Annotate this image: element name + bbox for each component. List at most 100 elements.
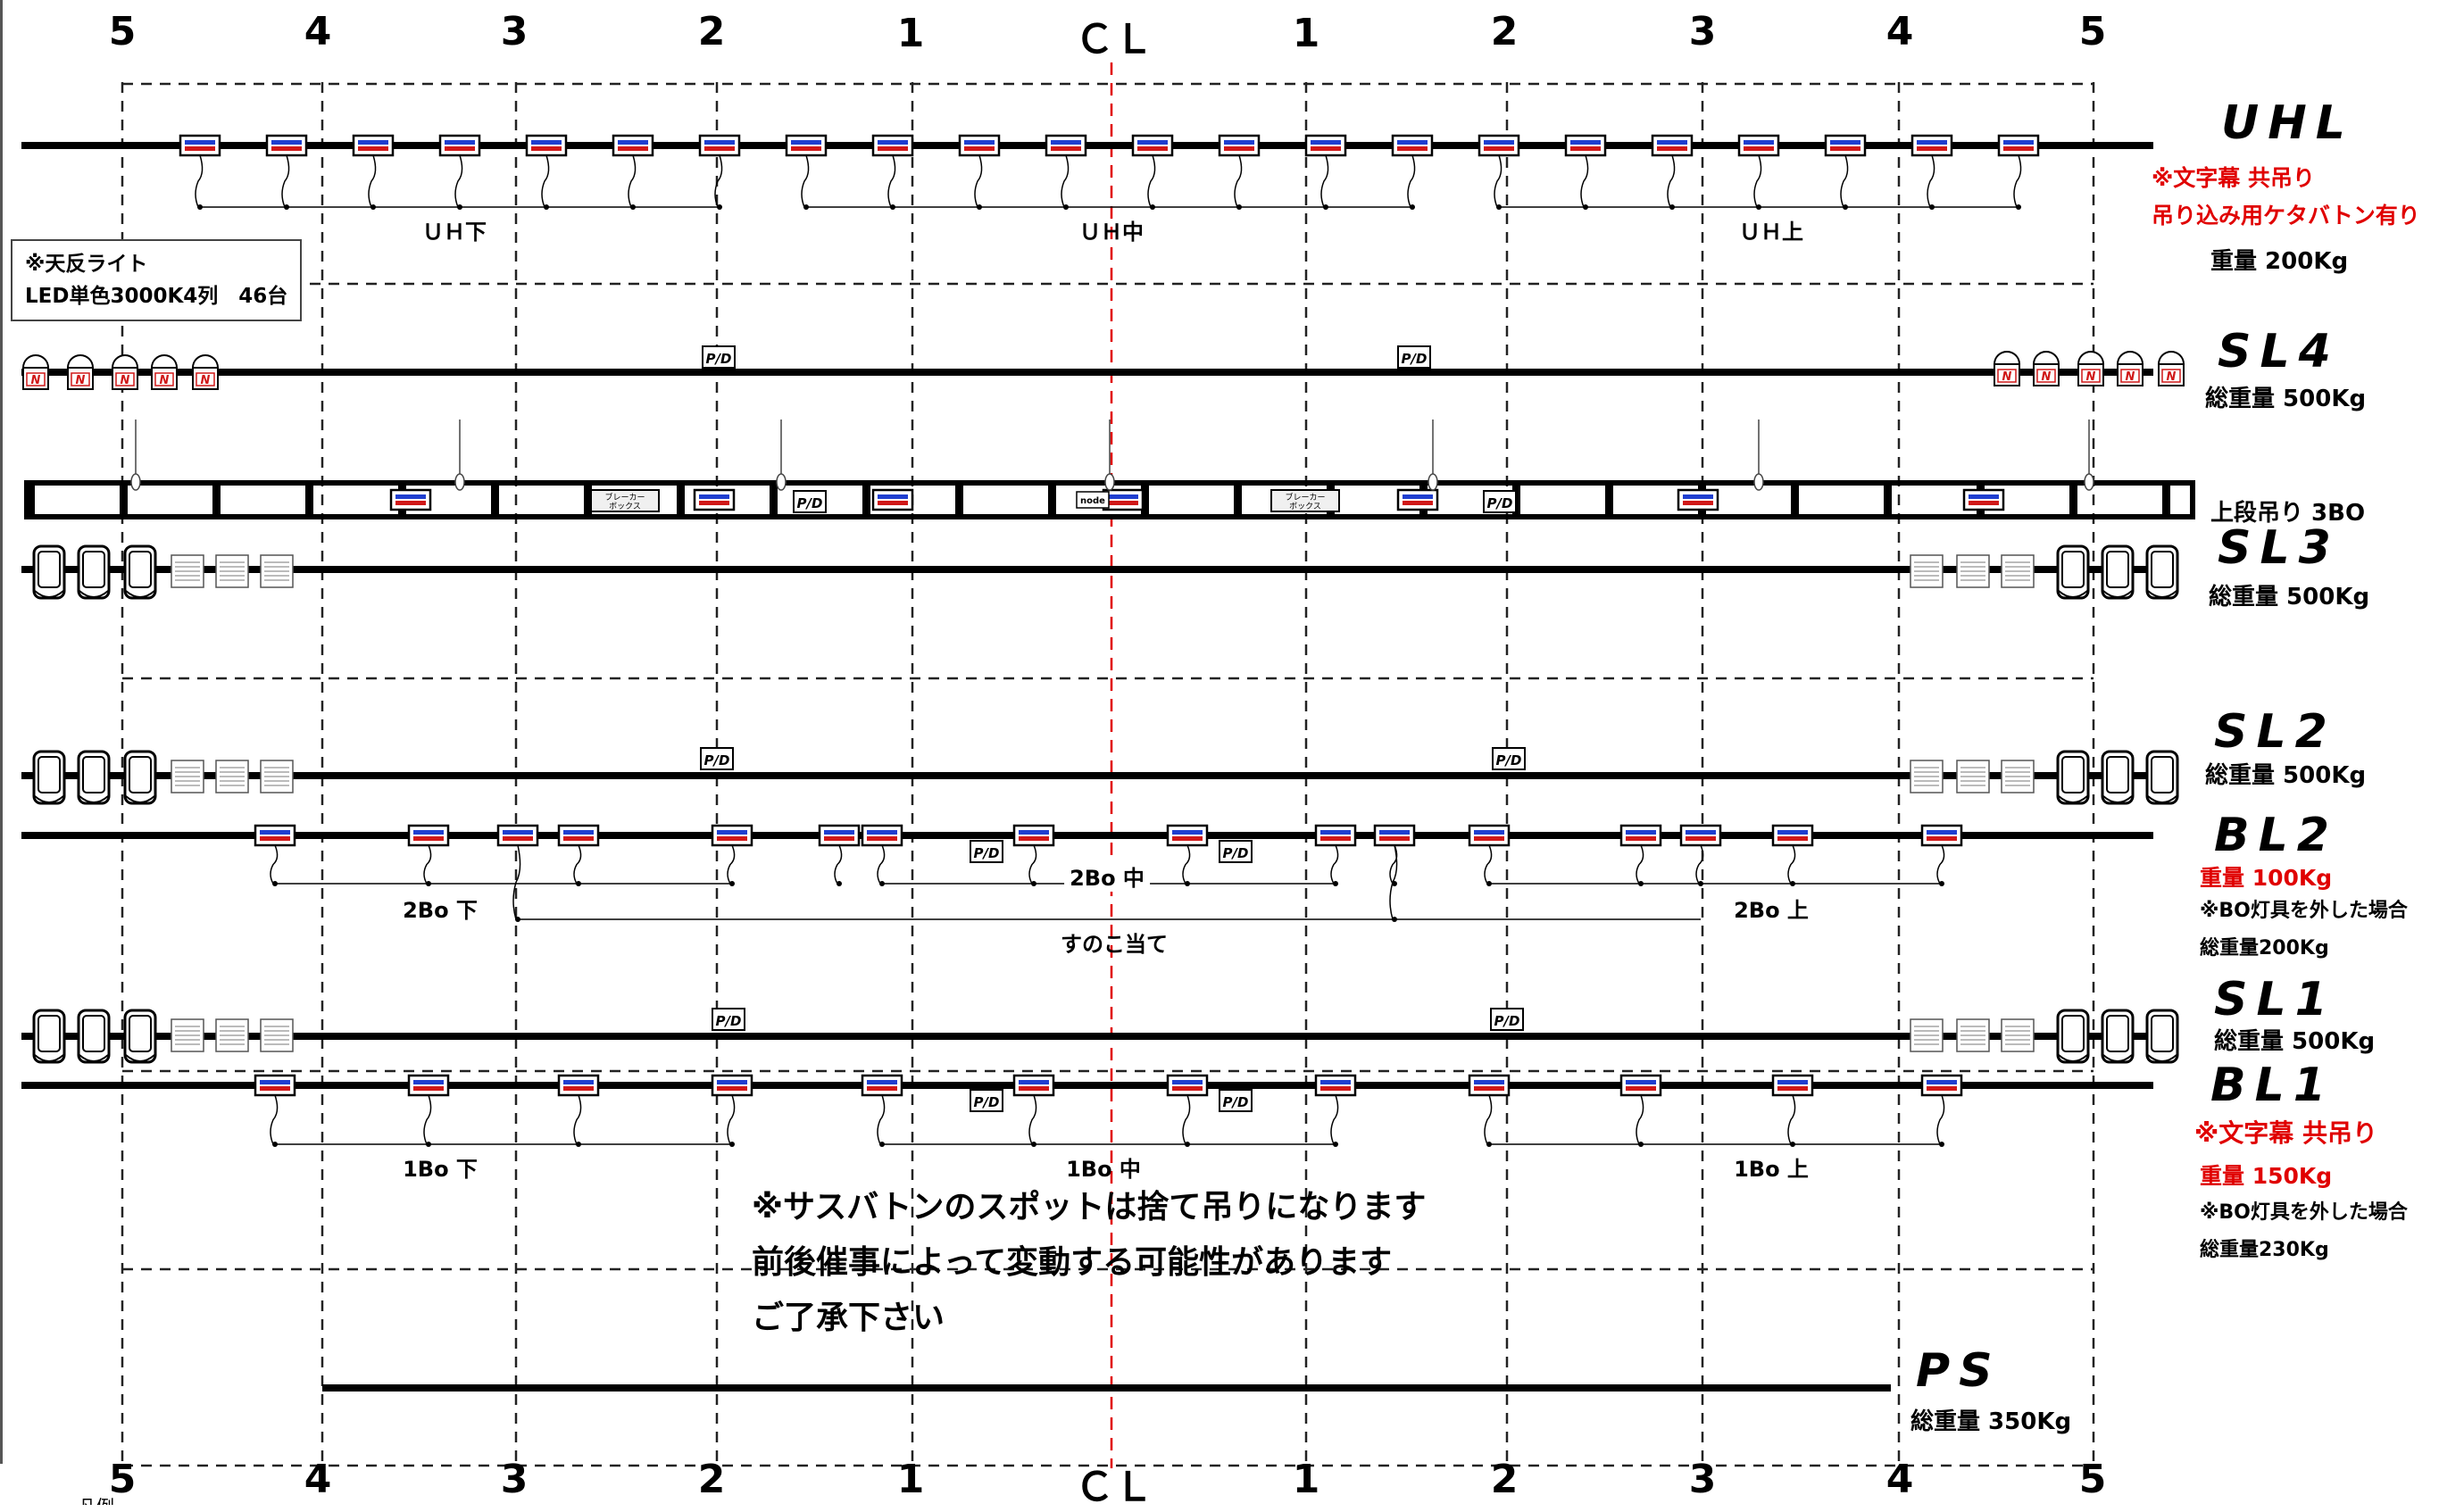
bl1-fixture-4-body [861,1074,903,1097]
uhl-fixture-7-body [785,134,828,157]
bl1-group-lower: 1Bo 下 [403,1157,478,1182]
uhl-cable-10 [1061,154,1070,208]
sl1-big-right-2 [2145,1009,2179,1064]
upper-fixture-5-body [1677,488,1719,511]
sl4-cyc-right-1-badge [2036,369,2056,383]
uhl-fixture-19-body [1824,134,1867,157]
bl2-fixture-0-blue [260,830,290,835]
uhl-fixture-2 [352,134,395,157]
uhl-weight: 重量 200Kg [2210,248,2349,275]
sl4-cyc-right-4: N [2157,351,2185,386]
sl3-weight: 総重量 500Kg [2209,584,2370,611]
ps-weight: 総重量 350Kg [1910,1408,2072,1435]
bl2-fixture-0-red [260,836,290,841]
upper-ladder-rung [120,483,128,517]
sl1-big-left-1-yoke [79,1054,109,1062]
upper-fixture-4 [1396,488,1439,511]
upper-ladder-rung [955,483,963,517]
bl2-fixture-14-blue [1777,830,1808,835]
bl2-fixture-6-red [867,836,897,841]
uhl-fixture-21 [1997,134,2040,157]
uhl-cable-12 [1234,154,1243,208]
upper-shackle-6 [2084,473,2094,491]
bl1-fixture-10-blue [1777,1080,1808,1084]
sl1-big-left-0-yoke [34,1054,64,1062]
sl1-big-right-2-yoke [2147,1054,2177,1062]
upper-ladder-rung [1048,483,1056,517]
uhl-fixture-11-body [1131,134,1174,157]
bl2-cable-sunoko-right-dot [1392,917,1397,922]
uhl-fixture-10-body [1045,134,1087,157]
sl4-cyc-left-3: N [150,354,179,390]
bl1-cable-3 [727,1094,736,1145]
upper-fixture-0-body [389,488,432,511]
sl1-pd-2-box [1490,1008,1524,1031]
uhl-fixture-1-red [271,146,302,151]
bl2-fixture-11-body [1468,824,1511,847]
bl1-fixture-7-red [1320,1086,1351,1091]
bl2-fixture-10-body [1373,824,1416,847]
uhl-fixture-12-red [1224,146,1254,151]
sl4-cyc-right-2-badge [2081,369,2101,383]
sl3-name: SL3 [2218,521,2340,575]
bl2-fixture-4-blue [717,830,747,835]
sl3-big-right-1 [2101,544,2135,600]
sl2-big-left-0-yoke [34,795,64,803]
bl1-pd-2: P/D [1219,1089,1253,1112]
upper-fixture-5-red [1683,501,1713,505]
ceiling-note-line2: LED単色3000K4列 46台 [25,285,288,308]
uhl-fixture-5-red [618,146,648,151]
uhl-fixture-17-body [1651,134,1694,157]
bl2-fixture-3 [557,824,600,847]
sl1-big-right-2-inner [2151,1015,2174,1052]
upper-fixture-4-body [1396,488,1439,511]
uhl-fixture-7-blue [791,140,821,145]
bl1-fixture-9-body [1619,1074,1662,1097]
sl1-big-left-2-inner [129,1015,152,1052]
bl1-pd-2-box [1219,1089,1253,1112]
bl2-cable-9 [1389,844,1398,885]
bl1-fixture-4-blue [867,1080,897,1084]
sl4-cyc-left-0-badge [26,372,46,386]
upper-ladder-rung [2162,483,2170,517]
uhl-fixture-12-body [1218,134,1261,157]
uhl-cable-18 [1753,154,1762,208]
sl3-fresnel-right-1 [1956,554,1990,588]
bl2-fixture-6-blue [867,830,897,835]
bl1-cable-8 [1484,1094,1493,1145]
bl2-fixture-9-blue [1320,830,1351,835]
sl2-pd-1: P/D [700,747,734,770]
bl1-group-center: 1Bo 中 [1066,1157,1141,1182]
axis-top-1R: 1 [1292,11,1320,56]
axis-bottom-4L: 4 [304,1457,332,1502]
upper-fixture-6-blue [1969,494,1999,499]
bl2-pd-2-box [1219,840,1253,863]
bl1-cable-6 [1182,1094,1191,1145]
sl4-pd-1-box [702,345,736,369]
sl4-cyc-left-2: N [111,354,139,390]
upper-shackle-5 [1753,473,1764,491]
sl2-big-right-0-inner [2061,756,2085,793]
bl2-fixture-13-red [1686,836,1716,841]
uhl-fixture-13-body [1304,134,1347,157]
sl4-cyc-right-0-n: N [2002,370,2012,384]
bl2-fixture-4-red [717,836,747,841]
bl2-fixture-1-body [407,824,450,847]
bl1-fixture-7 [1314,1074,1357,1097]
bl2-pd-2-label: P/D [1223,845,1249,861]
uhl-fixture-5-blue [618,140,648,145]
sl3-big-right-0-inner [2061,551,2085,588]
sl3-big-right-2-yoke [2147,590,2177,598]
uhl-cable-8 [887,154,896,208]
sl2-fresnel-left-0 [171,760,204,793]
ps-name: PS [1916,1344,2002,1398]
uhl-fixture-11-red [1137,146,1168,151]
uhl-fixture-12-blue [1224,140,1254,145]
sl1-big-left-1-inner [82,1015,105,1052]
sl3-fresnel-right-0 [1910,554,1944,588]
sl2-big-left-2-inner [129,756,152,793]
ceiling-note-line1: ※天反ライト [25,253,148,276]
uhl-fixture-14-body [1391,134,1434,157]
